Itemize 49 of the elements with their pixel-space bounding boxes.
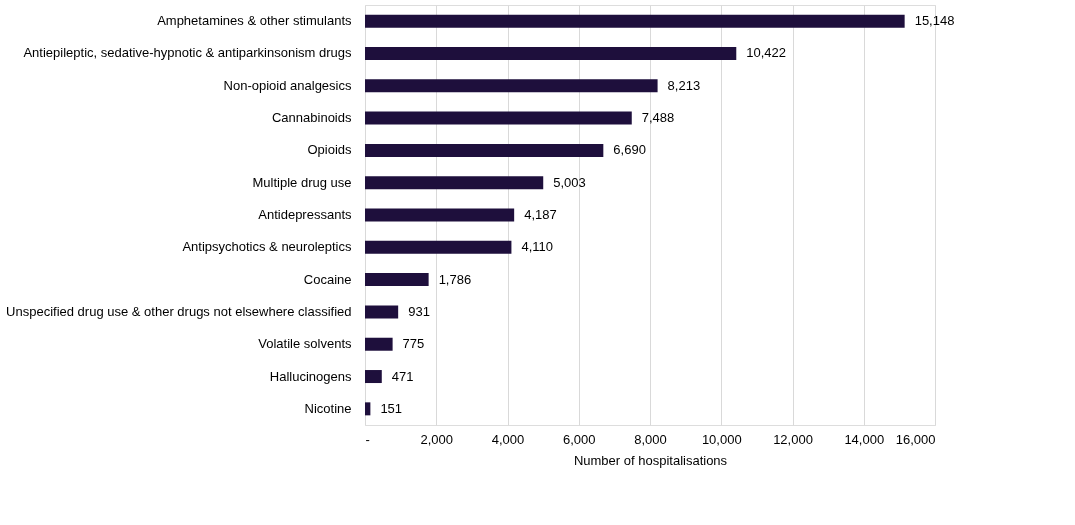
bar: [365, 273, 429, 287]
data-label: 5,003: [553, 174, 586, 190]
x-tick-label: 12,000: [773, 431, 813, 447]
x-tick-label: 10,000: [701, 431, 742, 447]
x-tick-label: 2,000: [420, 431, 454, 447]
bar: [365, 14, 905, 28]
y-tick-label: Hallucinogens: [269, 368, 352, 384]
y-tick-label: Nicotine: [304, 400, 352, 416]
y-tick-label: Multiple drug use: [252, 174, 352, 190]
data-label: 15,148: [914, 13, 955, 29]
data-label: 471: [391, 368, 414, 384]
x-tick-label: 16,000: [895, 431, 936, 447]
bar: [365, 402, 371, 416]
y-tick-label: Amphetamines & other stimulants: [157, 13, 352, 29]
y-tick-label: Unspecified drug use & other drugs not elsewhere classified: [6, 303, 352, 319]
bar: [365, 240, 512, 254]
x-tick-label: 4,000: [491, 431, 525, 447]
y-tick-label: Antidepressants: [258, 207, 352, 222]
data-label: 1,786: [438, 271, 472, 287]
y-tick-label: Antipsychotics & neuroleptics: [182, 239, 352, 255]
y-tick-label: Antiepileptic, sedative-hypnotic & antiparkinsonism drugs: [23, 45, 352, 61]
data-label: 775: [402, 336, 425, 352]
y-tick-label: Volatile solvents: [258, 336, 352, 352]
bar: [365, 79, 658, 93]
bar: [365, 208, 515, 222]
x-tick-label: 6,000: [562, 431, 596, 447]
bar: [365, 143, 604, 157]
x-axis-title: Number of hospitalisations: [573, 452, 728, 468]
y-tick-label: Opioids: [307, 142, 352, 158]
x-tick-label: -: [365, 431, 370, 447]
bar: [365, 337, 393, 351]
bar: [365, 176, 544, 190]
data-label: 6,690: [613, 142, 646, 158]
bar: [365, 111, 632, 125]
y-tick-label: Non-opioid analgesics: [223, 77, 352, 93]
data-label: 4,110: [521, 239, 553, 255]
y-tick-label: Cocaine: [303, 271, 352, 287]
y-tick-label: Cannabinoids: [271, 110, 352, 126]
data-label: 10,422: [746, 45, 787, 61]
x-tick-label: 14,000: [844, 431, 885, 447]
bar: [365, 305, 399, 319]
data-label: 931: [408, 303, 430, 319]
data-label: 8,213: [667, 77, 701, 93]
data-label: 7,488: [641, 110, 675, 126]
bar: [365, 370, 382, 384]
data-label: 4,187: [524, 207, 557, 222]
data-label: 151: [380, 400, 403, 416]
x-tick-label: 8,000: [634, 431, 667, 447]
bar: [365, 46, 737, 60]
